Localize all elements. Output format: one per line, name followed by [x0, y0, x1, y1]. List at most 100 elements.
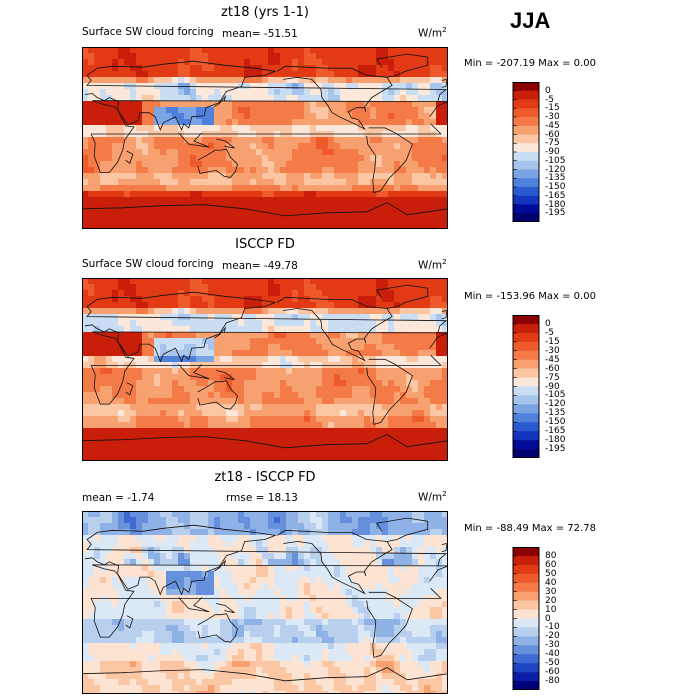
field-cell — [430, 404, 437, 411]
field-cell — [220, 155, 227, 162]
field-cell — [232, 434, 239, 441]
field-cell — [364, 101, 371, 108]
field-cell — [202, 125, 209, 132]
field-cell — [190, 119, 197, 126]
field-cell — [268, 77, 275, 84]
field-cell — [298, 101, 305, 108]
field-cell — [286, 440, 293, 447]
field-cell — [430, 368, 437, 375]
field-cell — [394, 374, 401, 381]
field-cell — [298, 356, 305, 363]
field-cell — [208, 284, 215, 291]
field-cell — [214, 571, 221, 578]
field-cell — [112, 440, 119, 447]
field-cell — [262, 511, 269, 518]
field-cell — [244, 296, 251, 303]
field-cell — [190, 458, 197, 461]
field-cell — [382, 197, 389, 204]
field-cell — [418, 332, 425, 339]
field-cell — [382, 350, 389, 357]
field-cell — [352, 278, 359, 285]
field-cell — [202, 89, 209, 96]
field-cell — [130, 107, 137, 114]
field-cell — [220, 458, 227, 461]
field-cell — [118, 53, 125, 60]
field-cell — [238, 452, 245, 459]
field-cell — [322, 565, 329, 572]
field-cell — [322, 356, 329, 363]
field-cell — [256, 167, 263, 174]
field-cell — [172, 398, 179, 405]
field-cell — [430, 77, 437, 84]
field-cell — [376, 535, 383, 542]
field-cell — [82, 577, 89, 584]
field-cell — [142, 161, 149, 168]
field-cell — [148, 368, 155, 375]
field-cell — [274, 332, 281, 339]
field-cell — [196, 613, 203, 620]
field-cell — [430, 434, 437, 441]
field-cell — [250, 101, 257, 108]
field-cell — [166, 296, 173, 303]
field-cell — [112, 284, 119, 291]
field-cell — [250, 314, 257, 321]
field-cell — [322, 137, 329, 144]
field-cell — [220, 529, 227, 536]
field-cell — [112, 95, 119, 102]
field-cell — [112, 517, 119, 524]
field-cell — [358, 167, 365, 174]
field-cell — [184, 326, 191, 333]
field-cell — [160, 541, 167, 548]
field-cell — [226, 284, 233, 291]
field-cell — [388, 356, 395, 363]
field-cell — [400, 428, 407, 435]
field-cell — [304, 71, 311, 78]
field-cell — [406, 155, 413, 162]
field-cell — [130, 398, 137, 405]
field-cell — [304, 380, 311, 387]
field-cell — [244, 535, 251, 542]
field-cell — [184, 571, 191, 578]
field-cell — [136, 452, 143, 459]
field-cell — [328, 77, 335, 84]
field-cell — [298, 296, 305, 303]
field-cell — [316, 446, 323, 453]
field-cell — [118, 215, 125, 222]
field-cell — [190, 386, 197, 393]
field-cell — [400, 589, 407, 596]
field-cell — [418, 209, 425, 216]
field-cell — [388, 571, 395, 578]
field-cell — [280, 356, 287, 363]
field-cell — [430, 458, 437, 461]
field-cell — [178, 589, 185, 596]
field-cell — [238, 332, 245, 339]
field-cell — [268, 326, 275, 333]
field-cell — [238, 428, 245, 435]
field-cell — [304, 553, 311, 560]
field-cell — [226, 511, 233, 518]
field-cell — [418, 296, 425, 303]
field-cell — [328, 338, 335, 345]
field-cell — [268, 410, 275, 417]
field-cell — [442, 338, 448, 345]
field-cell — [316, 428, 323, 435]
field-cell — [136, 278, 143, 285]
field-cell — [412, 71, 419, 78]
field-cell — [292, 344, 299, 351]
field-cell — [328, 583, 335, 590]
field-cell — [304, 511, 311, 518]
field-cell — [232, 191, 239, 198]
field-cell — [214, 326, 221, 333]
field-cell — [394, 410, 401, 417]
field-cell — [298, 517, 305, 524]
field-cell — [358, 65, 365, 72]
field-cell — [178, 332, 185, 339]
field-cell — [364, 77, 371, 84]
field-cell — [166, 209, 173, 216]
field-cell — [160, 47, 167, 54]
field-cell — [304, 296, 311, 303]
field-cell — [190, 143, 197, 150]
field-cell — [112, 302, 119, 309]
field-cell — [292, 149, 299, 156]
field-cell — [382, 386, 389, 393]
